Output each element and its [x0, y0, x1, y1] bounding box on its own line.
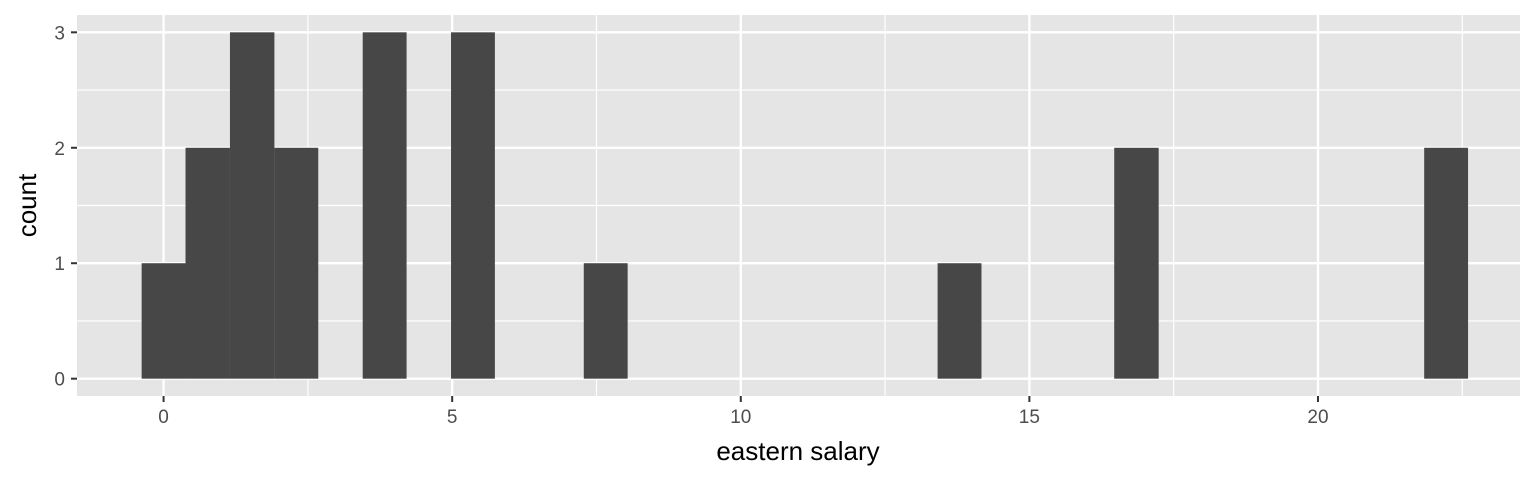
x-tick-label: 15	[1019, 407, 1040, 428]
histogram-bar	[229, 32, 275, 379]
histogram-bar	[1424, 147, 1469, 379]
x-axis: 0 5 10 15 20	[158, 396, 1329, 428]
y-tick-label: 1	[54, 254, 65, 275]
x-tick-label: 5	[447, 407, 458, 428]
histogram-bar	[937, 263, 982, 379]
histogram-bar	[362, 32, 407, 379]
histogram-bar	[583, 263, 628, 379]
histogram-bar	[185, 147, 230, 379]
histogram-bar	[274, 147, 319, 379]
y-tick-label: 0	[54, 370, 65, 391]
histogram-bars	[141, 32, 1469, 379]
y-tick-label: 2	[54, 139, 65, 160]
x-axis-title: eastern salary	[716, 436, 879, 466]
x-tick-label: 0	[158, 407, 169, 428]
x-tick-label: 10	[730, 407, 751, 428]
histogram-bar	[141, 263, 186, 379]
y-axis-title: count	[12, 173, 42, 237]
x-tick-label: 20	[1307, 407, 1328, 428]
histogram-bar	[1114, 147, 1159, 379]
y-tick-label: 3	[54, 23, 65, 44]
y-axis: 0 1 2 3	[54, 23, 77, 391]
histogram-bar	[451, 32, 495, 379]
